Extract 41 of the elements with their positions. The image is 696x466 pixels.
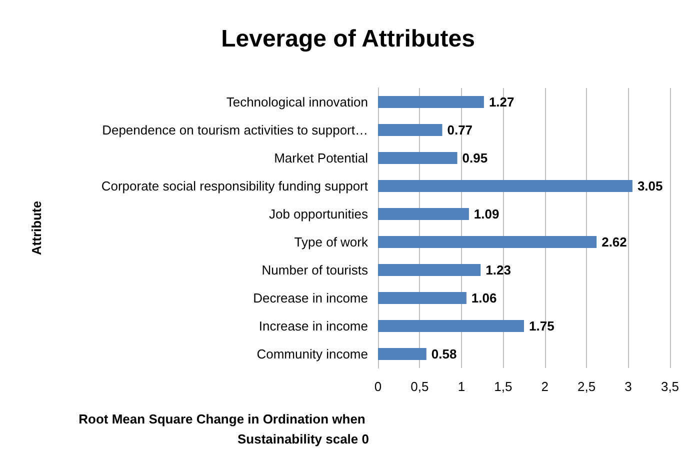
data-label: 0.58 [431, 346, 457, 362]
bar [378, 180, 632, 192]
bar [378, 292, 466, 304]
x-tick-label: 1 [458, 379, 466, 394]
data-label: 1.06 [471, 290, 497, 306]
bar [378, 236, 597, 248]
x-tick-label: 1,5 [494, 379, 512, 394]
x-tick-label: 2,5 [578, 379, 596, 394]
x-tick-label: 3 [624, 379, 632, 394]
bar [378, 96, 484, 108]
y-tick-label: Increase in income [258, 318, 368, 334]
y-tick-label: Technological innovation [226, 94, 368, 110]
y-tick-label: Community income [256, 346, 368, 362]
bar [378, 320, 524, 332]
x-tick-label: 0 [374, 379, 382, 394]
y-tick-label: Decrease in income [253, 290, 368, 306]
y-tick-label: Number of tourists [262, 262, 368, 278]
bar [378, 124, 442, 136]
bar [378, 208, 469, 220]
chart-title: Leverage of Attributes [221, 26, 475, 52]
data-label: 3.05 [637, 178, 663, 194]
data-label: 0.77 [447, 122, 473, 138]
bar [378, 152, 458, 164]
y-tick-label: Corporate social responsibility funding support [101, 178, 368, 194]
data-label: 1.27 [488, 94, 514, 110]
y-tick-label: Dependence on tourism activities to support… [102, 122, 368, 138]
bar [378, 264, 481, 276]
y-axis-title: Attribute [29, 200, 44, 256]
data-label: 2.62 [602, 234, 627, 250]
data-label: 1.75 [529, 318, 554, 334]
y-tick-label: Job opportunities [268, 206, 368, 222]
y-tick-label: Type of work [294, 234, 368, 250]
x-tick-label: 3,5 [660, 379, 680, 394]
y-tick-label: Market Potential [274, 150, 368, 166]
data-label: 1.23 [486, 262, 511, 278]
x-tick-label: 0,5 [410, 379, 429, 394]
x-tick-label: 2 [541, 379, 548, 394]
bar [378, 348, 426, 360]
x-axis-title: Root Mean Square Change in Ordination when Sustainability scale 0 [78, 412, 369, 446]
data-label: 1.09 [474, 206, 500, 222]
data-label: 0.95 [462, 150, 488, 166]
